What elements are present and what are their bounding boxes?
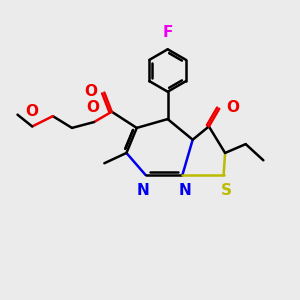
Text: F: F — [163, 26, 173, 40]
Text: O: O — [86, 100, 99, 115]
Text: O: O — [26, 104, 39, 119]
Text: O: O — [226, 100, 240, 115]
Text: N: N — [137, 183, 150, 198]
Text: O: O — [84, 84, 97, 99]
Text: S: S — [221, 183, 232, 198]
Text: N: N — [178, 183, 191, 198]
